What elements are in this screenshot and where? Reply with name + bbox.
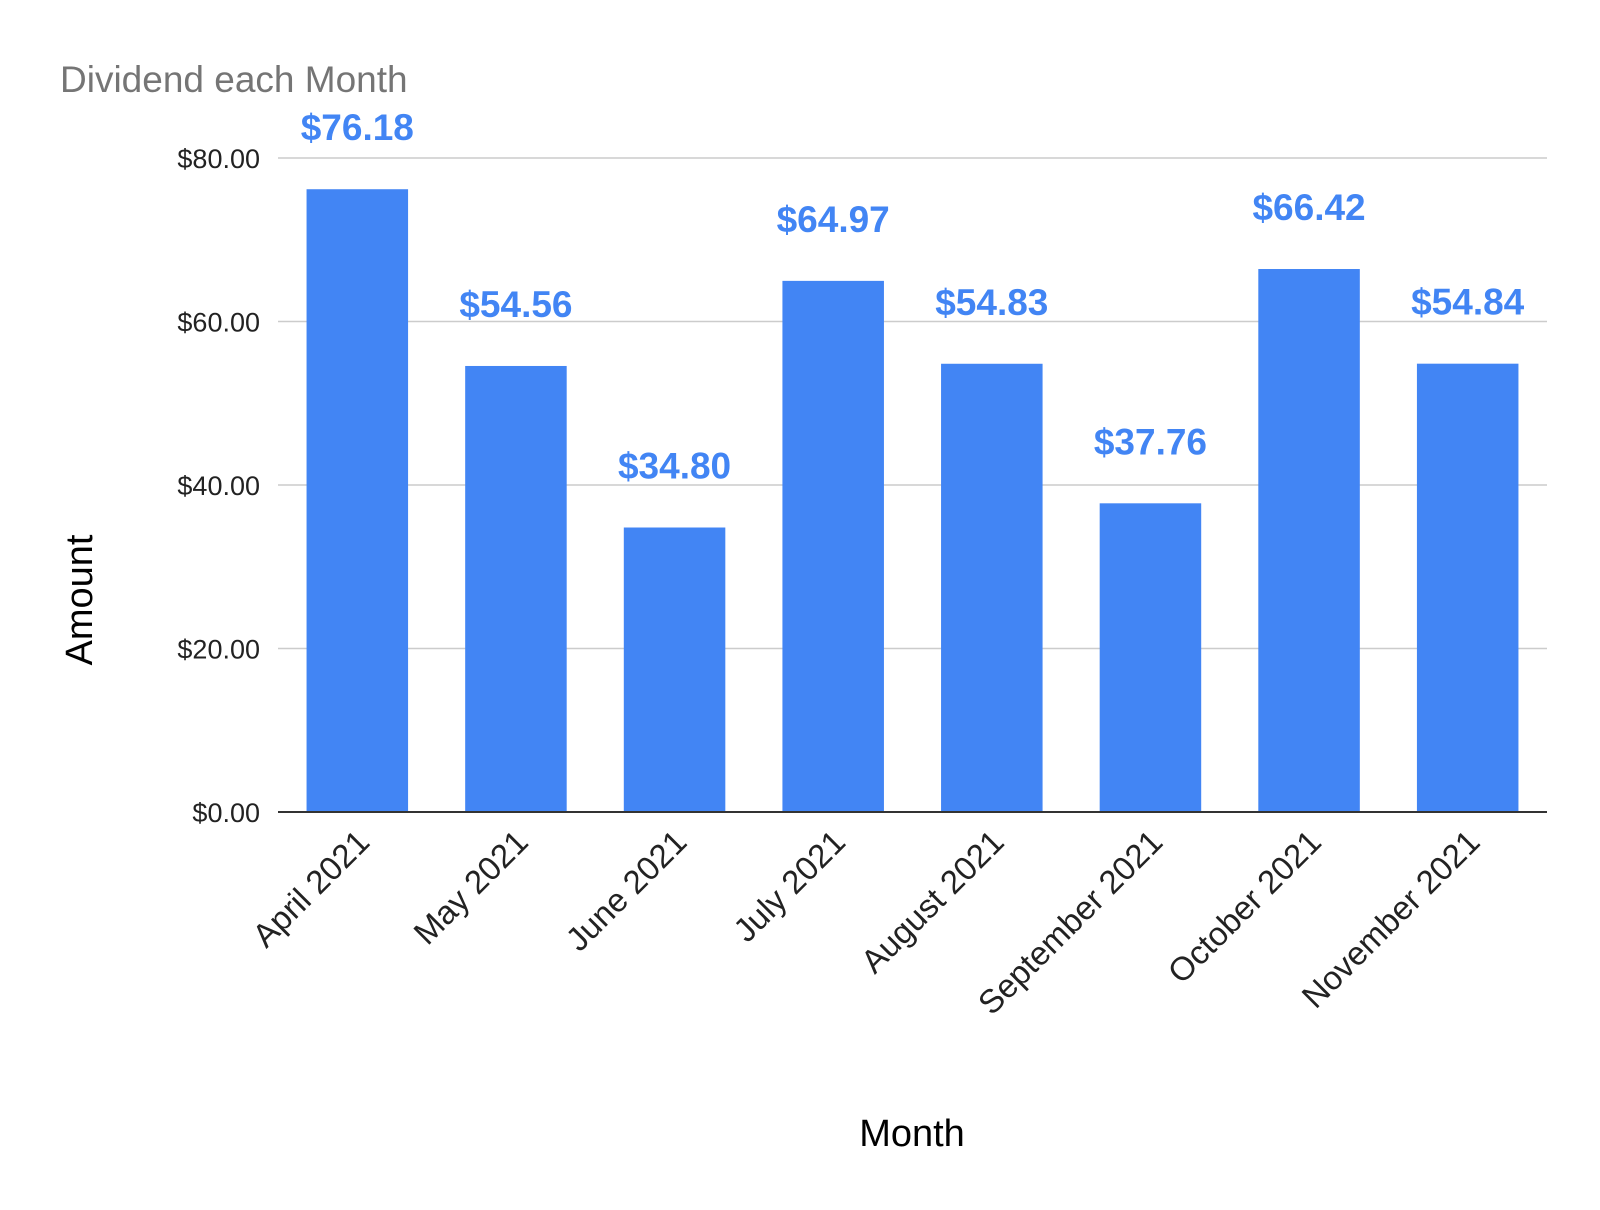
y-tick-label: $0.00 [192,798,260,828]
x-tick-label: April 2021 [245,823,376,954]
bar [1416,363,1519,812]
data-label: $34.80 [618,446,731,487]
x-axis-label: Month [859,1113,965,1155]
x-tick-label: June 2021 [558,823,693,958]
y-tick-label: $60.00 [177,308,260,338]
bar [941,363,1043,812]
y-tick-label: $20.00 [177,635,260,665]
x-axis-ticks: April 2021 May 2021 June 2021 July 2021 Augu… [245,823,1487,1022]
bars [306,189,1519,813]
data-labels: $76.18 $54.56 $34.80 $64.97 $54.83 $37.76 $66.… [301,107,1525,486]
y-axis-ticks: $0.00 $20.00 $40.00 $60.00 $80.00 [177,144,260,828]
data-label: $54.83 [935,282,1048,323]
bar [465,365,567,812]
data-label: $76.18 [301,107,414,148]
data-label: $37.76 [1094,421,1207,462]
bar [1099,503,1202,812]
y-tick-label: $80.00 [177,144,260,174]
data-label: $64.97 [777,199,890,240]
x-tick-label: July 2021 [726,823,852,949]
bar [306,189,409,812]
bar [782,280,884,812]
bar [1258,269,1360,813]
bar [623,527,726,812]
data-label: $66.42 [1252,187,1365,228]
y-axis-label: Amount [59,534,101,665]
x-tick-label: October 2021 [1160,823,1328,991]
x-tick-label: May 2021 [406,823,535,952]
data-label: $54.56 [459,284,572,325]
chart-title: Dividend each Month [60,59,408,100]
x-tick-label: August 2021 [854,823,1011,980]
data-label: $54.84 [1411,282,1525,323]
y-tick-label: $40.00 [177,471,260,501]
